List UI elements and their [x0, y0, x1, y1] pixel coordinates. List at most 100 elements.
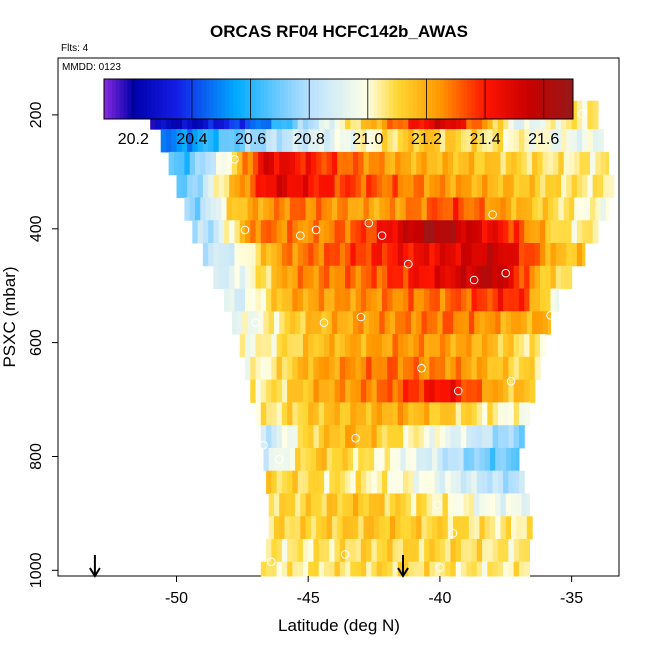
heat-cell: [582, 243, 586, 267]
heat-cell: [487, 539, 494, 563]
heat-cell: [205, 197, 212, 221]
heat-cell: [405, 447, 412, 472]
heat-cell: [345, 129, 351, 153]
heat-cell: [318, 220, 325, 244]
heat-cell: [439, 356, 446, 381]
heat-cell: [410, 197, 417, 221]
heat-cell: [403, 288, 409, 312]
sample-point: [377, 231, 387, 240]
heat-cell: [508, 129, 515, 153]
heat-cell: [255, 334, 262, 358]
heat-cell: [381, 539, 388, 563]
heat-cell: [260, 402, 267, 426]
heat-cell: [329, 470, 336, 494]
heat-cell: [605, 197, 610, 221]
heat-cell: [258, 151, 265, 176]
heat-cell: [455, 334, 462, 358]
heat-cell: [487, 243, 494, 267]
heat-cell: [455, 288, 462, 312]
heat-cell: [287, 288, 294, 312]
heat-cell: [229, 174, 236, 198]
heat-cell: [516, 197, 523, 221]
heat-cell: [318, 539, 325, 563]
heat-cell: [371, 129, 378, 153]
heat-cell: [568, 151, 575, 176]
heat-cell: [300, 197, 307, 221]
heat-cell: [339, 220, 346, 244]
heat-cell: [471, 288, 478, 312]
heat-cell: [413, 129, 420, 153]
heat-cell: [363, 151, 370, 176]
heat-cell: [276, 425, 283, 449]
sample-point: [404, 259, 413, 269]
sample-point: [577, 109, 587, 119]
colorbar-swatch: [338, 79, 343, 119]
heat-cell: [455, 265, 462, 290]
heat-cell: [326, 151, 333, 176]
heat-cell: [345, 379, 351, 403]
heat-cell: [576, 174, 583, 198]
heat-cell: [492, 243, 499, 267]
heat-cell: [511, 447, 517, 472]
heat-cell: [397, 402, 404, 426]
heat-cell: [366, 425, 373, 449]
heat-cell: [392, 470, 399, 494]
heat-cell: [279, 493, 286, 517]
heat-cell: [410, 493, 417, 517]
arrow-marker: [397, 555, 409, 578]
colorbar-swatch: [565, 79, 570, 119]
heat-cell: [355, 334, 362, 358]
heat-cell: [466, 129, 473, 153]
heat-cell: [360, 356, 367, 381]
colorbar-swatch: [436, 79, 441, 119]
heat-cell: [250, 174, 257, 198]
heat-cell: [595, 151, 602, 176]
heat-cell: [334, 379, 341, 403]
heat-cell: [497, 334, 504, 358]
heat-cell: [334, 174, 341, 198]
heat-cell: [392, 129, 399, 153]
heat-cell: [374, 151, 380, 176]
heat-cell: [255, 402, 262, 426]
heat-cell: [395, 151, 401, 176]
heat-cell: [534, 220, 541, 244]
heat-cell: [592, 220, 599, 244]
heat-cell: [445, 220, 452, 244]
heat-cell: [366, 243, 373, 267]
heat-cell: [281, 129, 288, 153]
heat-cell: [242, 151, 249, 176]
heat-cell: [302, 379, 309, 403]
heat-cell: [297, 243, 304, 267]
heat-cell: [326, 197, 333, 221]
heat-cell: [434, 539, 441, 563]
heat-cell: [505, 447, 512, 472]
heat-cell: [497, 220, 504, 244]
heat-cell: [482, 356, 488, 381]
colorbar-swatch: [326, 79, 332, 119]
heat-cell: [389, 311, 396, 335]
heat-cell: [255, 220, 262, 244]
heat-cell: [376, 288, 383, 312]
heat-cell: [537, 311, 544, 335]
heat-cell: [381, 265, 388, 290]
heat-cell: [387, 402, 394, 426]
heat-cell: [529, 334, 536, 358]
heat-cell: [347, 311, 354, 335]
heat-cell: [363, 516, 370, 540]
heat-cell: [466, 174, 473, 198]
heat-cell: [308, 220, 315, 244]
heat-cell: [200, 151, 207, 176]
heat-cell: [384, 197, 391, 221]
heat-cell: [210, 197, 217, 221]
heat-cell: [292, 220, 299, 244]
heat-cell: [324, 174, 330, 198]
heat-cell: [287, 220, 294, 244]
heat-cell: [508, 334, 515, 358]
heat-cell: [482, 334, 488, 358]
heat-cell: [563, 197, 570, 221]
heat-cell: [439, 265, 446, 290]
heat-cell: [305, 151, 312, 176]
heat-cell: [439, 174, 446, 198]
colorbar-swatch: [490, 79, 496, 119]
heat-cell: [432, 493, 438, 517]
